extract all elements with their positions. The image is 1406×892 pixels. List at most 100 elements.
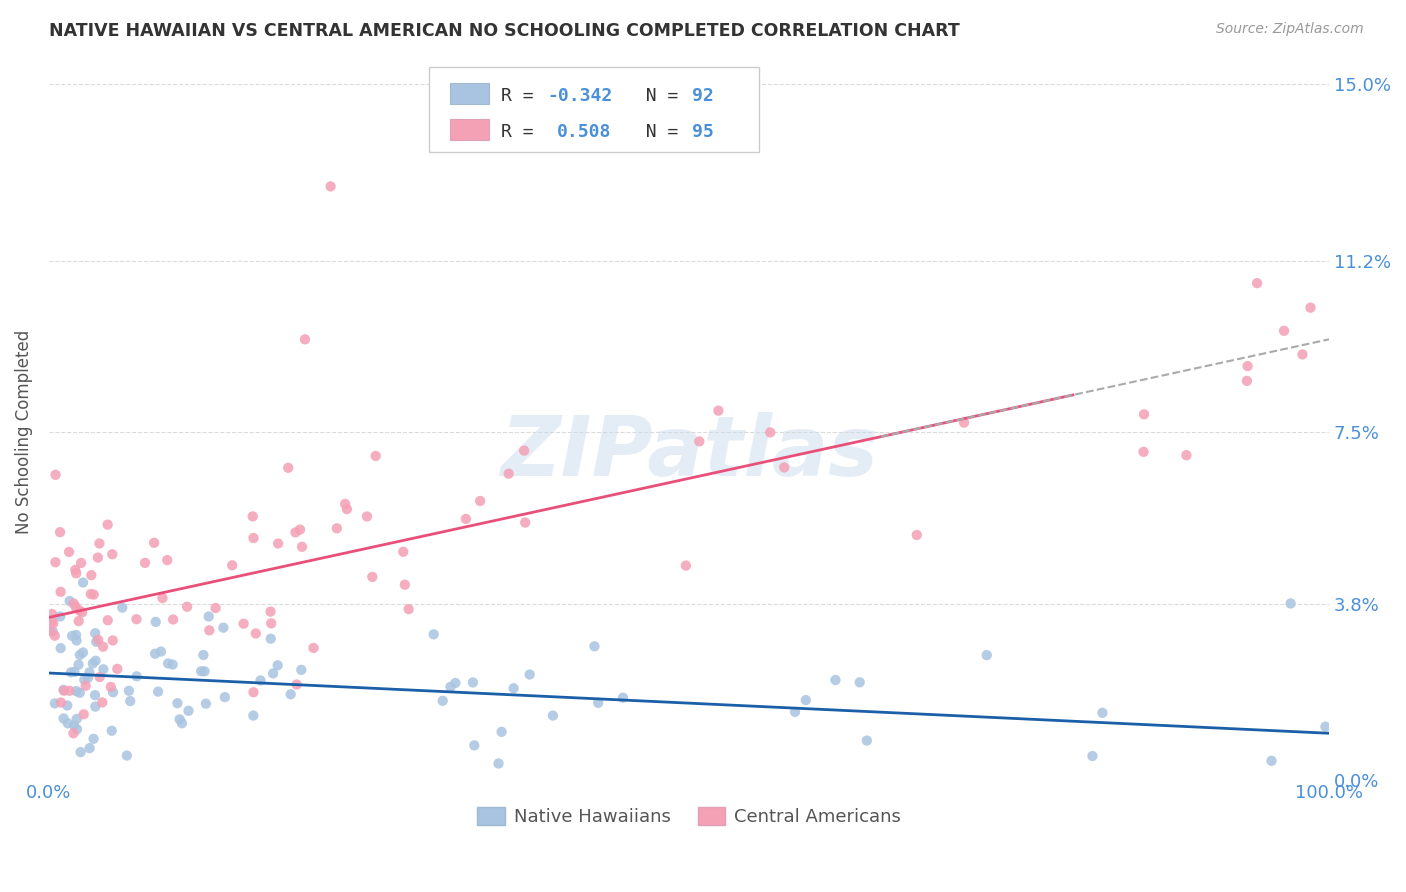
Point bbox=[73, 673, 96, 687]
Point bbox=[42, 624, 65, 639]
Point bbox=[101, 547, 124, 561]
Point bbox=[49, 525, 72, 540]
Point bbox=[65, 563, 87, 577]
Point bbox=[259, 605, 281, 619]
Point bbox=[41, 607, 63, 621]
Point bbox=[905, 528, 928, 542]
Point bbox=[125, 669, 148, 683]
Point bbox=[848, 675, 870, 690]
Point bbox=[454, 512, 477, 526]
Point bbox=[177, 704, 200, 718]
Point bbox=[260, 632, 283, 646]
Text: Source: ZipAtlas.com: Source: ZipAtlas.com bbox=[1216, 22, 1364, 37]
Point bbox=[302, 640, 325, 655]
Point bbox=[1315, 720, 1337, 734]
Point bbox=[1236, 359, 1258, 373]
Point bbox=[45, 467, 67, 482]
Point bbox=[69, 648, 91, 662]
Point bbox=[176, 599, 198, 614]
Point bbox=[502, 681, 524, 696]
Point bbox=[170, 716, 193, 731]
Point bbox=[707, 403, 730, 417]
Point bbox=[586, 696, 609, 710]
Point bbox=[976, 648, 998, 662]
Point bbox=[84, 688, 107, 702]
Point bbox=[66, 712, 89, 726]
Point bbox=[249, 673, 271, 688]
Point bbox=[519, 667, 541, 681]
Point bbox=[69, 745, 91, 759]
Point bbox=[97, 613, 120, 627]
Point bbox=[214, 690, 236, 705]
Point bbox=[146, 684, 169, 698]
Point bbox=[326, 521, 349, 535]
Point bbox=[157, 657, 180, 671]
Point bbox=[284, 525, 307, 540]
Point bbox=[41, 614, 63, 628]
Point bbox=[100, 723, 122, 738]
Point bbox=[80, 587, 103, 601]
Point bbox=[232, 616, 254, 631]
Point bbox=[91, 695, 114, 709]
Point bbox=[394, 577, 416, 591]
Point bbox=[91, 662, 114, 676]
Point bbox=[52, 711, 75, 725]
Point bbox=[162, 657, 184, 672]
Point bbox=[84, 699, 107, 714]
Point bbox=[242, 509, 264, 524]
Point bbox=[1246, 276, 1268, 290]
Point bbox=[100, 680, 122, 694]
Point bbox=[333, 497, 356, 511]
Point bbox=[52, 682, 75, 697]
Point bbox=[58, 545, 80, 559]
Point bbox=[1133, 408, 1156, 422]
Point bbox=[97, 517, 120, 532]
Point bbox=[77, 671, 100, 685]
Point bbox=[242, 685, 264, 699]
Legend: Native Hawaiians, Central Americans: Native Hawaiians, Central Americans bbox=[470, 799, 908, 833]
Point bbox=[67, 657, 90, 672]
Point bbox=[1091, 706, 1114, 720]
Point bbox=[204, 601, 226, 615]
Point bbox=[149, 644, 172, 658]
Point bbox=[80, 568, 103, 582]
Point bbox=[361, 570, 384, 584]
Point bbox=[541, 708, 564, 723]
Point bbox=[277, 460, 299, 475]
Point bbox=[491, 724, 513, 739]
Point bbox=[463, 739, 485, 753]
Point bbox=[156, 553, 179, 567]
Point bbox=[59, 665, 82, 680]
Point bbox=[288, 523, 311, 537]
Point bbox=[1272, 324, 1295, 338]
Point bbox=[83, 731, 105, 746]
Point bbox=[53, 683, 76, 698]
Text: -0.342: -0.342 bbox=[547, 87, 612, 105]
Point bbox=[953, 416, 976, 430]
Point bbox=[759, 425, 782, 440]
Point bbox=[267, 536, 290, 550]
Point bbox=[285, 677, 308, 691]
Point bbox=[262, 666, 284, 681]
Point bbox=[356, 509, 378, 524]
Point bbox=[62, 726, 84, 740]
Text: 92: 92 bbox=[692, 87, 713, 105]
Point bbox=[221, 558, 243, 573]
Point bbox=[444, 676, 467, 690]
Point bbox=[65, 628, 87, 642]
Point bbox=[336, 502, 359, 516]
Text: N =: N = bbox=[624, 87, 689, 105]
Point bbox=[197, 609, 219, 624]
Point bbox=[60, 629, 83, 643]
Point bbox=[69, 604, 91, 618]
Point bbox=[1260, 754, 1282, 768]
Text: NATIVE HAWAIIAN VS CENTRAL AMERICAN NO SCHOOLING COMPLETED CORRELATION CHART: NATIVE HAWAIIAN VS CENTRAL AMERICAN NO S… bbox=[49, 22, 960, 40]
Point bbox=[1132, 445, 1154, 459]
Point bbox=[198, 624, 221, 638]
Point bbox=[1175, 448, 1198, 462]
Point bbox=[65, 566, 87, 581]
Point bbox=[75, 679, 97, 693]
Point bbox=[63, 718, 86, 732]
Point bbox=[134, 556, 156, 570]
Point bbox=[101, 685, 124, 699]
